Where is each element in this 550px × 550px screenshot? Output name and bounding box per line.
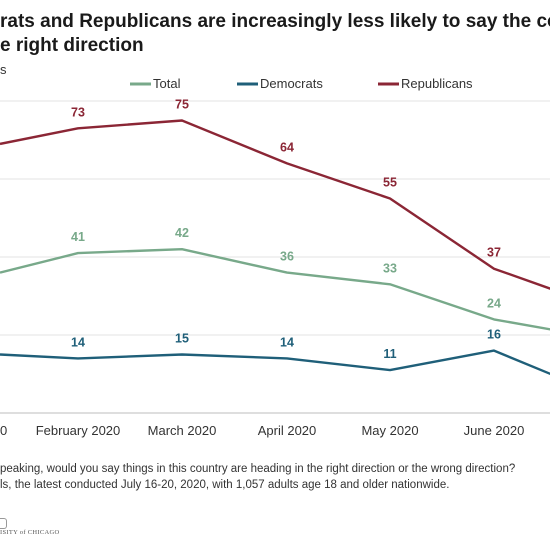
university-logo: ISITY of CHICAGO <box>0 516 60 540</box>
data-label-total: 24 <box>487 296 501 310</box>
source-note: ls, the latest conducted July 16-20, 202… <box>0 479 450 491</box>
chart-title-line-1: rats and Republicans are increasingly le… <box>0 11 550 32</box>
legend-label-total: Total <box>153 76 181 91</box>
x-tick-label: 20 <box>0 423 7 438</box>
data-label-republicans: 73 <box>71 105 85 119</box>
data-label-democrats: 16 <box>487 328 501 342</box>
logo-text: ISITY of CHICAGO <box>0 529 60 536</box>
x-tick-label: April 2020 <box>258 423 317 438</box>
series-line-total <box>0 247 550 331</box>
data-label-total: 41 <box>71 230 85 244</box>
data-label-total: 36 <box>280 250 294 264</box>
data-label-total: 42 <box>175 226 189 240</box>
chart-title: rats and Republicans are increasingly le… <box>0 10 550 58</box>
data-label-republicans: 75 <box>175 98 189 112</box>
data-label-democrats: 15 <box>175 332 189 346</box>
x-tick-label: February 2020 <box>36 423 121 438</box>
series-line-democrats <box>0 349 550 376</box>
data-label-republicans: 37 <box>487 246 501 260</box>
legend-label-democrats: Democrats <box>260 76 323 91</box>
question-note: peaking, would you say things in this co… <box>0 463 516 475</box>
data-label-democrats: 11 <box>383 347 396 361</box>
legend-label-republicans: Republicans <box>401 76 473 91</box>
chart-subtitle: s <box>0 62 7 77</box>
x-tick-label: June 2020 <box>464 423 525 438</box>
data-label-republicans: 55 <box>383 176 397 190</box>
x-tick-label: March 2020 <box>148 423 217 438</box>
data-label-democrats: 14 <box>71 335 85 349</box>
chart-notes: peaking, would you say things in this co… <box>0 461 515 493</box>
data-label-democrats: 14 <box>280 335 294 349</box>
series-line-republicans <box>0 119 550 290</box>
logo-mark-icon <box>0 518 7 529</box>
chart-title-line-2: e right direction <box>0 35 144 56</box>
x-tick-label: May 2020 <box>361 423 418 438</box>
data-label-republicans: 64 <box>280 140 294 154</box>
data-label-total: 33 <box>383 261 397 275</box>
